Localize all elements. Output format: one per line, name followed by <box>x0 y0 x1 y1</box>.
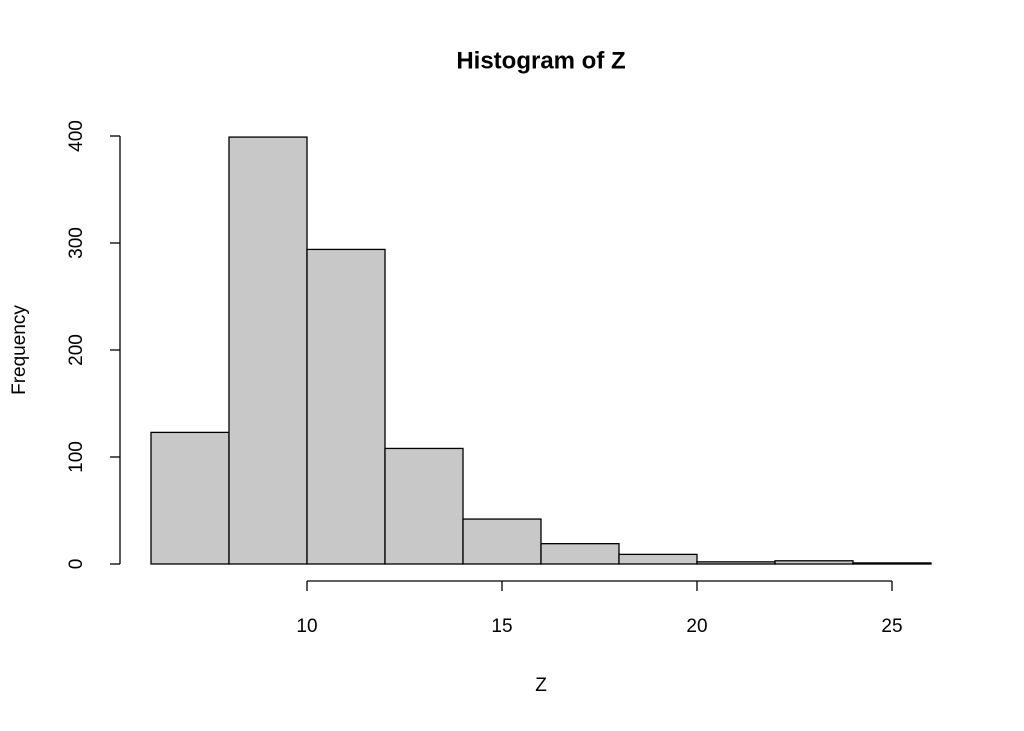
x-tick-label: 25 <box>881 616 902 637</box>
bar <box>540 543 620 565</box>
bar <box>384 447 464 565</box>
x-tick-label: 20 <box>686 616 707 637</box>
y-tick-label: 200 <box>66 334 87 366</box>
bar <box>150 431 230 565</box>
bar <box>228 136 308 565</box>
y-tick-label: 100 <box>66 441 87 473</box>
bar <box>306 248 386 565</box>
bar <box>618 553 698 565</box>
y-axis-label: Frequency <box>9 305 30 395</box>
x-tick-label: 10 <box>296 616 317 637</box>
y-tick-label: 0 <box>66 559 87 570</box>
y-tick-label: 300 <box>66 227 87 259</box>
y-tick-label: 400 <box>66 120 87 152</box>
bar <box>462 518 542 565</box>
bar <box>696 561 776 565</box>
bar <box>774 560 854 565</box>
x-tick-label: 15 <box>491 616 512 637</box>
bar <box>852 562 932 565</box>
chart-title: Histogram of Z <box>456 47 625 74</box>
x-axis-label: Z <box>535 675 547 696</box>
